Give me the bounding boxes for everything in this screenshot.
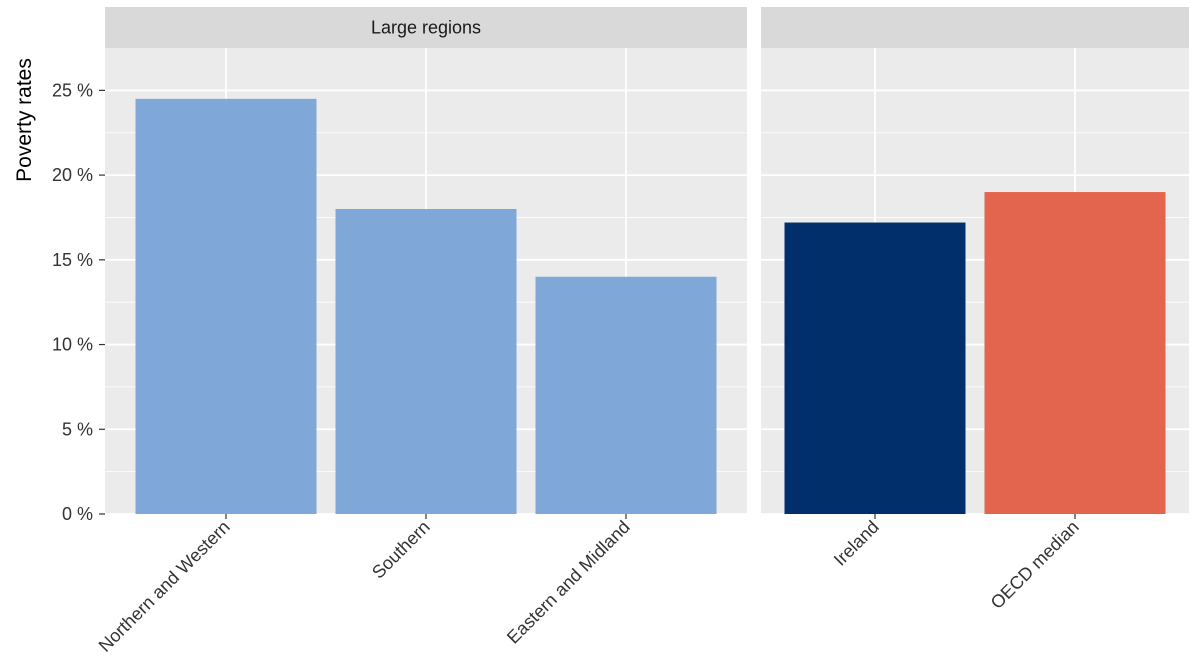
bar-ireland xyxy=(784,222,966,514)
y-tick-label: 25 % xyxy=(52,80,93,100)
bar-eastern-and-midland xyxy=(535,276,717,514)
y-tick-label: 10 % xyxy=(52,335,93,355)
panel-1: Large regions Northern and Western Souther… xyxy=(95,7,747,656)
y-tick-label: 15 % xyxy=(52,250,93,270)
y-axis-title: Poverty rates xyxy=(13,58,36,182)
y-tick-label: 20 % xyxy=(52,165,93,185)
panel-strip-label: Large regions xyxy=(371,18,481,38)
y-tick-label: 0 % xyxy=(62,504,93,524)
x-tick-label: Eastern and Midland xyxy=(503,517,634,648)
x-tick-label: OECD median xyxy=(987,517,1083,613)
panel-strip xyxy=(761,7,1189,48)
panels-layer: Large regions Northern and Western Souther… xyxy=(95,7,1189,656)
y-axis: 0 % 5 % 10 % 15 % 20 % 25 % xyxy=(52,80,105,524)
x-tick-label: Ireland xyxy=(830,517,883,570)
x-tick-label: Southern xyxy=(368,517,434,583)
bar-oecd-median xyxy=(984,192,1166,514)
panel-2: Ireland OECD median xyxy=(761,7,1189,613)
bar-northern-and-western xyxy=(135,98,317,514)
y-tick-label: 5 % xyxy=(62,419,93,439)
x-tick-label: Northern and Western xyxy=(95,517,234,656)
bar-southern xyxy=(335,208,517,514)
panel-strip xyxy=(105,7,747,48)
